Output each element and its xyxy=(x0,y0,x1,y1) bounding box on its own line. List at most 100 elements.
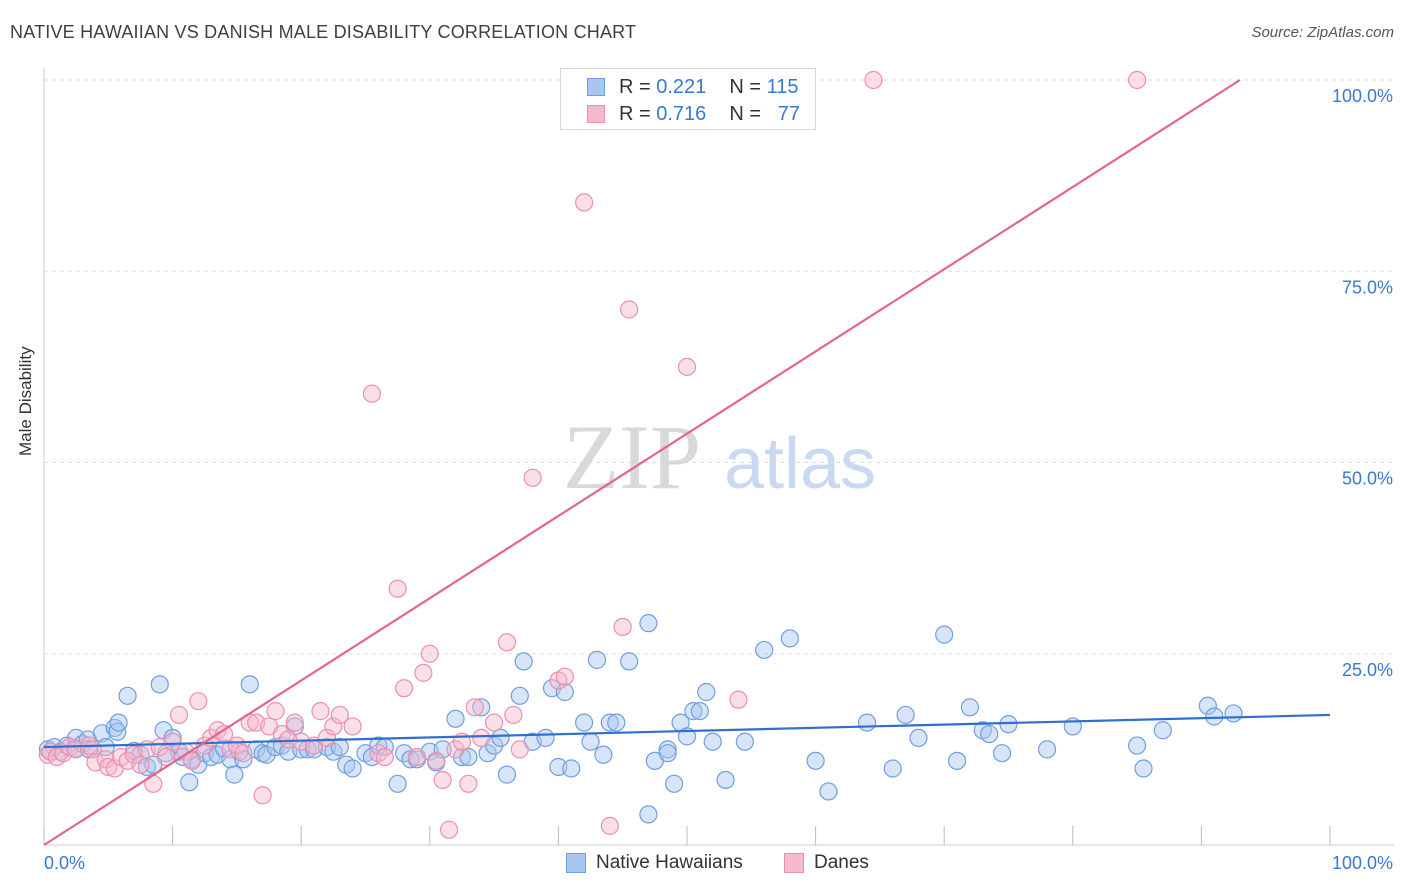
native-hawaiian-point xyxy=(150,675,169,694)
y-axis-label: Male Disability xyxy=(16,346,35,456)
x-tick-label: 100.0% xyxy=(1332,853,1393,873)
danes-point xyxy=(414,663,433,682)
danes-point xyxy=(523,468,542,487)
danes-point xyxy=(439,820,459,839)
native-hawaiian-point xyxy=(118,686,137,705)
danes-point xyxy=(189,692,208,711)
watermark-zip: ZIP xyxy=(563,406,701,508)
native-hawaiian-point xyxy=(581,732,600,751)
n-value: 77 xyxy=(777,102,800,125)
native-hawaiian-point xyxy=(330,737,349,757)
native-hawaiian-point xyxy=(639,614,658,633)
danes-point xyxy=(427,751,446,770)
danes-point xyxy=(433,770,452,790)
danes-point xyxy=(1127,70,1147,90)
bottom-legend-label: Danes xyxy=(814,852,869,873)
legend-swatch-blue xyxy=(587,78,605,96)
gridlines xyxy=(44,79,1394,655)
data-points xyxy=(38,70,1243,839)
danes-point xyxy=(375,747,394,767)
danes-point xyxy=(99,757,118,777)
native-hawaiian-point xyxy=(555,682,574,702)
danes-point xyxy=(472,728,491,748)
danes-point xyxy=(388,579,407,598)
axes xyxy=(43,68,1394,846)
danes-point xyxy=(677,357,697,376)
bottom-legend-danes: Danes xyxy=(784,852,869,874)
legend-row-danes: R = 0.716 N = 77 xyxy=(587,101,800,127)
native-hawaiian-point xyxy=(343,759,362,778)
danes-point xyxy=(343,717,362,736)
x-tick-label: 0.0% xyxy=(44,853,85,873)
danes-point xyxy=(485,713,504,732)
y-tick-label: 50.0% xyxy=(1342,469,1393,489)
native-hawaiian-point xyxy=(1224,704,1243,723)
native-hawaiian-point xyxy=(180,773,199,792)
native-hawaiian-point xyxy=(1037,740,1057,759)
danes-point xyxy=(330,705,349,725)
native-hawaiian-point xyxy=(819,782,838,801)
native-hawaiian-point xyxy=(388,774,407,793)
native-hawaiian-point xyxy=(620,652,639,671)
native-hawaiian-point xyxy=(883,759,902,778)
native-hawaiian-point xyxy=(225,765,244,784)
native-hawaiian-point xyxy=(684,702,703,721)
danes-point xyxy=(317,728,337,748)
danes-trend-line xyxy=(43,79,1241,846)
native-hawaiian-point xyxy=(980,724,999,744)
r-value: 0.716 xyxy=(656,102,707,125)
tick-labels: 25.0% 50.0% 75.0% 100.0% 0.0% 100.0% xyxy=(44,86,1393,873)
danes-point xyxy=(620,300,639,319)
native-hawaiian-point xyxy=(735,732,754,751)
chart-title: NATIVE HAWAIIAN VS DANISH MALE DISABILIT… xyxy=(10,22,637,42)
native-hawaiian-point xyxy=(514,652,533,671)
danes-point xyxy=(157,747,176,767)
n-value: 115 xyxy=(766,75,799,98)
native-hawaiian-point xyxy=(935,625,954,644)
source-label: Source: ZipAtlas.com xyxy=(1251,24,1394,41)
r-label: R = xyxy=(619,102,651,125)
danes-point xyxy=(459,774,478,793)
native-hawaiian-point xyxy=(658,740,677,759)
native-hawaiian-point xyxy=(658,744,677,763)
native-hawaiian-point xyxy=(780,629,799,648)
native-hawaiian-point xyxy=(1153,721,1172,740)
native-hawaiian-trend-line xyxy=(43,713,1331,749)
native-hawaiian-point xyxy=(639,805,658,824)
danes-point xyxy=(600,816,619,835)
watermark-atlas: atlas xyxy=(724,424,876,504)
native-hawaiian-point xyxy=(1127,736,1147,755)
danes-point xyxy=(613,617,632,637)
danes-point xyxy=(324,717,343,736)
danes-point xyxy=(163,732,182,751)
native-hawaiian-point xyxy=(703,732,722,751)
native-hawaiian-point xyxy=(594,745,613,764)
native-hawaiian-point xyxy=(472,698,491,717)
danes-point xyxy=(394,679,414,698)
native-hawaiian-point xyxy=(536,728,555,748)
native-hawaiian-point xyxy=(369,736,388,755)
y-tick-label: 100.0% xyxy=(1332,86,1393,106)
danes-point xyxy=(362,384,382,403)
native-hawaiian-point xyxy=(497,765,517,784)
y-tick-label: 25.0% xyxy=(1342,660,1393,680)
native-hawaiian-point xyxy=(947,751,967,770)
bottom-legend-swatch-blue xyxy=(566,853,586,873)
native-hawaiian-point xyxy=(896,705,915,725)
native-hawaiian-point xyxy=(491,728,510,748)
native-hawaiian-point xyxy=(806,751,825,770)
danes-point xyxy=(182,751,201,770)
danes-point xyxy=(575,193,594,212)
native-hawaiian-point xyxy=(755,640,774,660)
danes-point xyxy=(420,644,439,663)
native-hawaiian-point xyxy=(857,713,877,732)
native-hawaiian-point xyxy=(575,713,594,732)
native-hawaiian-point xyxy=(446,709,465,728)
danes-point xyxy=(285,713,304,732)
stats-legend: R = 0.221 N = 115 R = 0.716 N = 77 xyxy=(560,68,816,130)
danes-point xyxy=(555,667,574,686)
native-hawaiian-point xyxy=(716,770,735,790)
native-hawaiian-point xyxy=(587,650,607,669)
native-hawaiian-point xyxy=(690,702,709,721)
native-hawaiian-point xyxy=(607,713,626,732)
